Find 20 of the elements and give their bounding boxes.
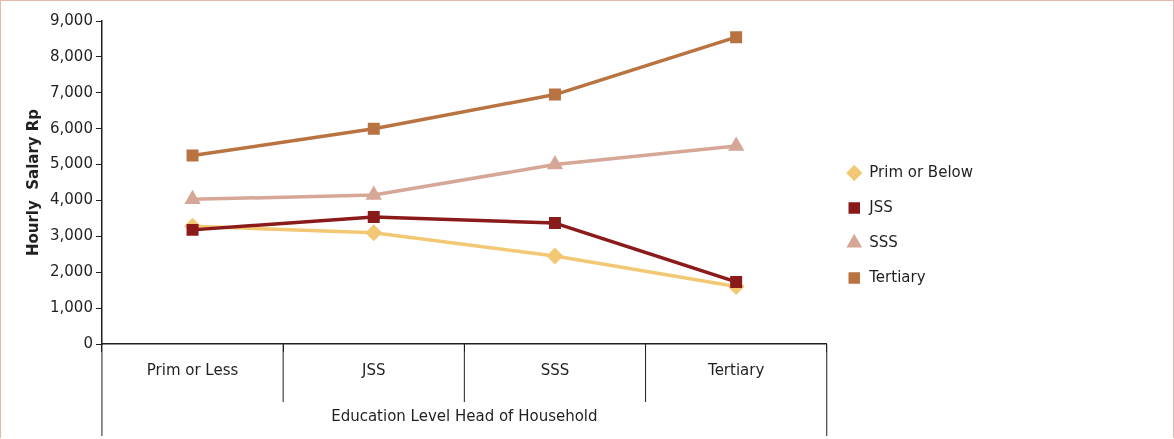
y-tick-label: 3,000 [49, 226, 93, 245]
y-axis-title: Hourly Salary Rp [23, 108, 42, 257]
y-tick-label: 5,000 [49, 154, 93, 173]
y-tick-label: 6,000 [49, 118, 93, 137]
x-tick-label: Tertiary [707, 360, 765, 379]
x-tick-label: SSS [540, 360, 570, 379]
legend-label: SSS [869, 232, 898, 251]
legend-label: Tertiary [868, 267, 926, 286]
x-tick-label: Prim or Less [146, 360, 239, 379]
y-tick-label: 8,000 [49, 46, 93, 65]
y-tick-label: 1,000 [49, 298, 93, 316]
x-tick-label: JSS [361, 360, 386, 379]
x-axis-title: Education Level Head of Household [331, 406, 598, 425]
legend-label: JSS [868, 197, 893, 216]
y-tick-label: 4,000 [49, 190, 93, 209]
y-tick-label: 0 [83, 333, 93, 352]
y-tick-label: 2,000 [49, 262, 93, 281]
legend-label: Prim or Below [869, 162, 974, 181]
y-tick-label: 7,000 [49, 82, 93, 101]
y-tick-label: 9,000 [49, 10, 93, 29]
